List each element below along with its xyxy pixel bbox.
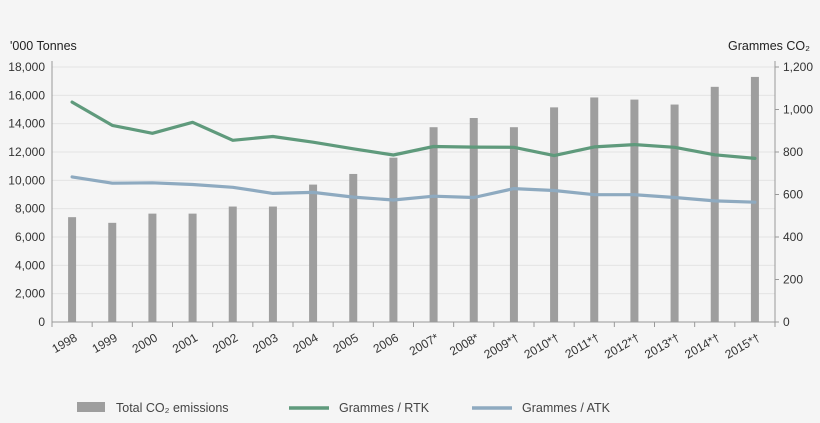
bar-2007*	[429, 127, 438, 322]
bar-2015*†	[750, 76, 759, 323]
bar-2003	[268, 206, 277, 322]
right-tick-label: 0	[783, 315, 790, 329]
bar-2013*†	[670, 104, 679, 323]
bar-1998	[68, 217, 77, 322]
x-tick-label: 2012*†	[602, 330, 642, 361]
left-tick-label: 10,000	[8, 173, 45, 187]
left-tick-label: 14,000	[8, 117, 45, 131]
left-tick-label: 12,000	[8, 145, 45, 159]
x-tick-label: 2015*†	[722, 330, 762, 361]
bar-2006	[389, 157, 398, 322]
left-tick-label: 4,000	[15, 258, 45, 272]
x-tick-label: 2005	[331, 330, 361, 356]
x-tick-label: 1998	[49, 330, 79, 356]
right-tick-label: 800	[783, 145, 803, 159]
x-tick-label: 2000	[130, 330, 160, 356]
left-tick-label: 16,000	[8, 88, 45, 102]
x-tick-label: 2006	[371, 330, 401, 356]
bar-2002	[228, 206, 237, 322]
x-tick-label: 2001	[170, 330, 200, 356]
bar-2005	[349, 173, 358, 322]
x-tick-label: 2010*†	[522, 330, 562, 361]
line-grammes-atk	[70, 175, 757, 204]
right-tick-label: 1,000	[783, 103, 813, 117]
bar-2000	[148, 213, 157, 322]
x-tick-label: 2007*	[407, 330, 441, 358]
right-tick-label: 400	[783, 230, 803, 244]
bar-2010*†	[550, 107, 559, 322]
left-tick-label: 0	[38, 315, 45, 329]
left-axis-label: '000 Tonnes	[10, 39, 77, 53]
gridlines	[52, 66, 775, 323]
bar-2012*†	[630, 99, 639, 322]
right-tick-label: 200	[783, 273, 803, 287]
x-axis-ticks: 1998 1999 2000 2001 2002 2003 2004 2005 2006 2007…	[49, 330, 762, 361]
right-axis-ticks: 0 200 400 600 800 1,000 1,200	[783, 60, 813, 329]
legend-item-grammes-atk: Grammes / ATK	[472, 401, 611, 415]
x-tick-label: 2004	[290, 330, 320, 356]
left-tick-label: 2,000	[15, 287, 45, 301]
left-tick-label: 8,000	[15, 202, 45, 216]
legend-item-total-emissions: Total CO₂ emissions	[77, 401, 229, 415]
right-tick-label: 1,200	[783, 60, 813, 74]
legend: Total CO₂ emissions Grammes / RTK Gramme…	[77, 401, 611, 415]
x-tick-label: 2009*†	[481, 330, 521, 361]
right-axis-label: Grammes CO₂	[728, 39, 810, 53]
x-tick-label: 2011*†	[563, 330, 602, 361]
x-tick-label: 2002	[210, 330, 240, 356]
left-axis-ticks: 0 2,000 4,000 6,000 8,000 10,000 12,000 14,000 1…	[8, 60, 45, 329]
line-grammes-rtk	[70, 100, 757, 160]
axes	[51, 61, 779, 327]
bar-series	[68, 76, 759, 323]
legend-swatch-total-emissions	[77, 402, 105, 412]
x-tick-label: 2008*	[447, 330, 481, 358]
bar-2011*†	[590, 97, 599, 322]
legend-item-grammes-rtk: Grammes / RTK	[289, 401, 430, 415]
x-tick-label: 2003	[250, 330, 280, 356]
x-tick-label: 2013*†	[642, 330, 682, 361]
legend-label-total-emissions: Total CO₂ emissions	[116, 401, 229, 415]
x-tick-label: 2014*†	[682, 330, 722, 361]
x-tick-label: 1999	[90, 330, 120, 356]
bar-1999	[108, 222, 117, 322]
legend-label-grammes-atk: Grammes / ATK	[522, 401, 611, 415]
left-tick-label: 18,000	[8, 60, 45, 74]
bar-2004	[309, 184, 318, 322]
bar-2014*†	[710, 86, 719, 322]
bar-2001	[188, 213, 197, 322]
left-tick-label: 6,000	[15, 230, 45, 244]
right-tick-label: 600	[783, 188, 803, 202]
legend-label-grammes-rtk: Grammes / RTK	[339, 401, 430, 415]
bar-2008*	[469, 118, 478, 322]
bar-2009*†	[509, 127, 518, 322]
line-series	[70, 100, 757, 204]
